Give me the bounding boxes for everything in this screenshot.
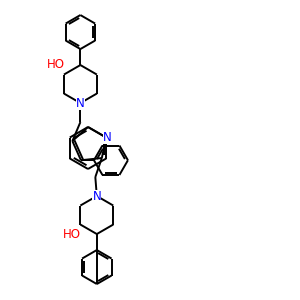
Text: N: N	[76, 97, 85, 110]
Text: N: N	[103, 131, 112, 144]
Text: N: N	[92, 190, 101, 202]
Text: HO: HO	[46, 58, 64, 70]
Text: HO: HO	[63, 227, 81, 241]
